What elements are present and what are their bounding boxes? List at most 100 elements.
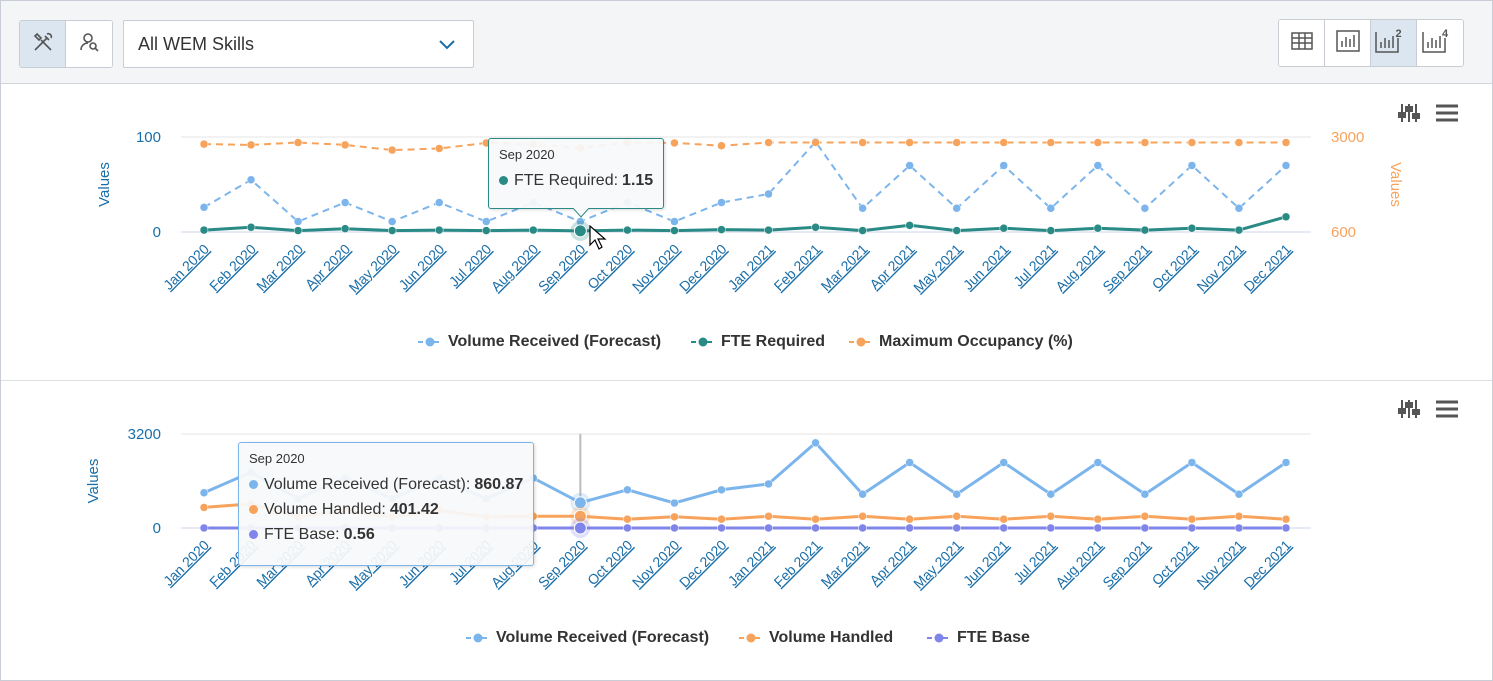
x-tick-label: Nov 2020 bbox=[629, 537, 683, 591]
single-chart-button[interactable] bbox=[1325, 20, 1371, 66]
data-point-maximum-occupancy bbox=[199, 139, 209, 149]
x-tick-label: May 2020 bbox=[346, 241, 401, 296]
data-point-volume-received-forecast bbox=[858, 204, 867, 213]
legend-marker-icon bbox=[927, 633, 951, 643]
legend-item-fte-required[interactable]: FTE Required bbox=[691, 333, 825, 351]
chart-2-menu-button[interactable] bbox=[1433, 398, 1461, 424]
hamburger-menu-icon bbox=[1435, 103, 1459, 128]
data-point-maximum-occupancy bbox=[811, 138, 820, 147]
tooltip-label: FTE Base: bbox=[264, 525, 340, 543]
data-point-volume-received-forecast bbox=[1234, 204, 1244, 213]
data-point-volume-handled bbox=[764, 512, 773, 521]
data-point-maximum-occupancy bbox=[858, 138, 867, 147]
data-point-volume-received-forecast bbox=[952, 204, 961, 213]
grid-view-icon bbox=[1290, 30, 1314, 57]
sliders-icon bbox=[1397, 398, 1421, 425]
data-point-maximum-occupancy bbox=[905, 138, 914, 147]
legend-label: Maximum Occupancy (%) bbox=[879, 333, 1073, 350]
x-tick-label: Feb 2021 bbox=[771, 537, 824, 590]
data-point-fte-base bbox=[1093, 523, 1103, 533]
data-point-volume-received-forecast bbox=[999, 161, 1008, 170]
data-point-fte-required bbox=[340, 224, 350, 233]
data-point-volume-received-forecast bbox=[1187, 161, 1197, 170]
data-point-fte-required bbox=[387, 226, 397, 235]
data-point-fte-required bbox=[1281, 212, 1291, 222]
chart-1-menu-button[interactable] bbox=[1433, 102, 1461, 128]
x-tick-label: Jun 2021 bbox=[960, 537, 1012, 589]
data-point-volume-handled bbox=[1281, 514, 1291, 524]
grid-view-button[interactable] bbox=[1279, 20, 1325, 66]
data-point-fte-required bbox=[573, 224, 587, 238]
sliders-icon bbox=[1397, 102, 1421, 129]
data-point-fte-required bbox=[905, 221, 914, 230]
x-tick-label: Sep 2020 bbox=[535, 241, 589, 295]
y-axis-title: Values bbox=[96, 162, 113, 207]
legend-item-max-occupancy[interactable]: Maximum Occupancy (%) bbox=[849, 333, 1073, 351]
data-point-fte-base bbox=[858, 523, 867, 533]
data-point-maximum-occupancy bbox=[1234, 138, 1244, 147]
tooltip-label: FTE Required: bbox=[514, 171, 619, 189]
single-chart-icon bbox=[1335, 29, 1361, 58]
data-point-volume-received-forecast bbox=[246, 175, 256, 184]
data-point-volume-received-forecast bbox=[482, 217, 491, 226]
data-point-volume-handled bbox=[952, 512, 961, 521]
legend-item-fte-base[interactable]: FTE Base bbox=[927, 629, 1030, 647]
data-point-maximum-occupancy bbox=[1093, 138, 1103, 147]
four-charts-button[interactable]: 4 bbox=[1417, 20, 1463, 66]
data-point-fte-required bbox=[482, 226, 491, 235]
y-tick-label: 0 bbox=[153, 520, 161, 537]
two-charts-button[interactable]: 2 bbox=[1371, 20, 1417, 66]
tools-button[interactable] bbox=[20, 21, 66, 67]
hamburger-menu-icon bbox=[1435, 399, 1459, 424]
tooltip-row: Volume Handled: 401.42 bbox=[249, 497, 523, 522]
data-point-volume-handled bbox=[1234, 512, 1244, 521]
data-point-volume-received-forecast bbox=[623, 485, 632, 495]
legend-marker-icon bbox=[466, 633, 490, 643]
x-tick-label: Jan 2021 bbox=[725, 537, 777, 589]
data-point-volume-handled bbox=[1187, 514, 1197, 524]
data-point-maximum-occupancy bbox=[293, 138, 303, 147]
legend-item-volume-forecast[interactable]: Volume Received (Forecast) bbox=[466, 629, 709, 647]
x-tick-label: Jul 2021 bbox=[1010, 241, 1059, 290]
legend-item-volume-forecast[interactable]: Volume Received (Forecast) bbox=[418, 333, 661, 351]
data-point-volume-received-forecast bbox=[811, 438, 820, 448]
data-point-volume-received-forecast bbox=[717, 485, 726, 495]
x-tick-label: Oct 2021 bbox=[1149, 537, 1201, 589]
data-point-volume-received-forecast bbox=[1187, 458, 1197, 467]
skill-select[interactable]: All WEM Skills bbox=[123, 20, 474, 68]
x-tick-label: Jun 2020 bbox=[395, 241, 447, 293]
data-point-maximum-occupancy bbox=[1281, 138, 1291, 147]
data-point-maximum-occupancy bbox=[434, 144, 444, 153]
x-tick-label: May 2021 bbox=[910, 537, 965, 592]
chart-1-tooltip: Sep 2020 FTE Required: 1.15 bbox=[488, 138, 665, 209]
tooltip-label: Volume Handled: bbox=[264, 500, 386, 518]
tooltip-header: Sep 2020 bbox=[499, 147, 555, 162]
x-tick-label: Sep 2021 bbox=[1099, 537, 1153, 591]
y-tick-label: 0 bbox=[153, 224, 161, 241]
data-point-fte-required bbox=[999, 223, 1008, 233]
toolbar: All WEM Skills bbox=[1, 1, 1492, 84]
x-tick-label: Feb 2021 bbox=[771, 241, 824, 294]
data-point-volume-received-forecast bbox=[1234, 489, 1244, 499]
two-charts-icon bbox=[1374, 28, 1406, 59]
data-point-maximum-occupancy bbox=[764, 138, 773, 147]
tooltip-row: FTE Base: 0.56 bbox=[249, 522, 523, 547]
x-tick-label: Aug 2021 bbox=[1052, 241, 1106, 295]
data-point-fte-required bbox=[1046, 226, 1056, 235]
x-tick-label: Dec 2020 bbox=[676, 241, 730, 295]
data-point-fte-required bbox=[764, 225, 773, 235]
data-point-volume-received-forecast bbox=[1046, 489, 1056, 499]
chart-2-settings-button[interactable] bbox=[1395, 398, 1423, 424]
tool-toggle-group bbox=[19, 20, 113, 68]
user-search-button[interactable] bbox=[66, 21, 112, 67]
x-tick-label: Sep 2020 bbox=[535, 537, 589, 591]
user-search-icon bbox=[77, 30, 101, 59]
series-dot-icon bbox=[249, 530, 258, 539]
data-point-maximum-occupancy bbox=[1046, 138, 1056, 147]
chart-1-settings-button[interactable] bbox=[1395, 102, 1423, 128]
data-point-fte-required bbox=[1093, 223, 1103, 233]
x-tick-label: Oct 2020 bbox=[584, 537, 636, 589]
data-point-fte-base bbox=[717, 523, 726, 533]
legend-item-volume-handled[interactable]: Volume Handled bbox=[739, 629, 893, 647]
data-point-volume-received-forecast bbox=[999, 458, 1008, 467]
